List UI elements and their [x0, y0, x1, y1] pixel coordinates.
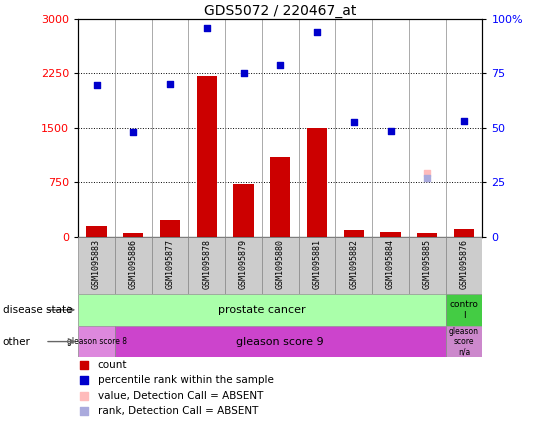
Text: GSM1095878: GSM1095878: [202, 239, 211, 288]
Text: GSM1095880: GSM1095880: [276, 239, 285, 288]
Point: [423, 175, 432, 181]
Bar: [262, 237, 299, 294]
Point: [80, 377, 88, 384]
Point: [460, 117, 468, 124]
Text: GSM1095882: GSM1095882: [349, 239, 358, 288]
Text: other: other: [3, 337, 31, 346]
Text: GSM1095877: GSM1095877: [165, 239, 175, 288]
Text: percentile rank within the sample: percentile rank within the sample: [98, 376, 274, 385]
Bar: [344, 231, 364, 237]
Text: count: count: [98, 360, 127, 370]
Point: [203, 25, 211, 32]
Text: GSM1095885: GSM1095885: [423, 239, 432, 288]
Bar: [123, 233, 143, 237]
Point: [165, 81, 174, 88]
Text: GSM1095876: GSM1095876: [460, 239, 468, 288]
Text: prostate cancer: prostate cancer: [218, 305, 306, 315]
Bar: [78, 237, 115, 294]
Title: GDS5072 / 220467_at: GDS5072 / 220467_at: [204, 4, 356, 18]
Bar: [381, 232, 400, 237]
Bar: [197, 76, 217, 237]
Bar: [454, 229, 474, 237]
Point: [129, 128, 137, 135]
Bar: [299, 237, 335, 294]
Bar: [446, 237, 482, 294]
Bar: [446, 326, 482, 357]
Bar: [409, 237, 446, 294]
Bar: [446, 294, 482, 326]
Bar: [86, 226, 107, 237]
Bar: [151, 237, 189, 294]
Point: [80, 393, 88, 399]
Bar: [115, 237, 151, 294]
Text: GSM1095884: GSM1095884: [386, 239, 395, 288]
Text: GSM1095881: GSM1095881: [313, 239, 322, 288]
Text: GSM1095886: GSM1095886: [129, 239, 138, 288]
Text: value, Detection Call = ABSENT: value, Detection Call = ABSENT: [98, 391, 263, 401]
Bar: [78, 326, 115, 357]
Bar: [307, 128, 327, 237]
Point: [313, 29, 321, 36]
Text: GSM1095879: GSM1095879: [239, 239, 248, 288]
Bar: [225, 237, 262, 294]
Point: [423, 170, 432, 176]
Text: gleason score 9: gleason score 9: [237, 337, 324, 346]
Bar: [372, 237, 409, 294]
Bar: [115, 326, 446, 357]
Text: contro
l: contro l: [450, 300, 479, 319]
Point: [80, 408, 88, 415]
Text: GSM1095883: GSM1095883: [92, 239, 101, 288]
Point: [276, 61, 285, 68]
Point: [80, 362, 88, 368]
Text: gleason
score
n/a: gleason score n/a: [449, 327, 479, 357]
Bar: [189, 237, 225, 294]
Text: disease state: disease state: [3, 305, 72, 315]
Bar: [160, 220, 180, 237]
Point: [92, 82, 101, 88]
Bar: [417, 233, 437, 237]
Point: [349, 119, 358, 126]
Bar: [335, 237, 372, 294]
Point: [386, 127, 395, 134]
Bar: [233, 184, 254, 237]
Point: [239, 69, 248, 76]
Text: rank, Detection Call = ABSENT: rank, Detection Call = ABSENT: [98, 406, 258, 416]
Bar: [270, 157, 291, 237]
Text: gleason score 8: gleason score 8: [66, 337, 127, 346]
